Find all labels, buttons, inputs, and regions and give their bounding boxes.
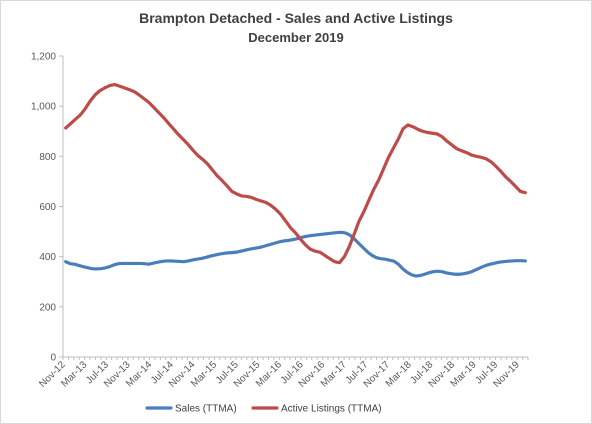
y-tick-label: 800	[39, 152, 56, 163]
y-tick-label: 600	[39, 202, 56, 213]
legend-label-0: Sales (TTMA)	[175, 404, 237, 415]
series-line-0	[64, 230, 527, 278]
x-axis: Nov-12Mar-13Jul-13Nov-13Mar-14Jul-14Nov-…	[37, 356, 529, 390]
y-tick-label: 0	[50, 353, 56, 364]
legend: Sales (TTMA) Active Listings (TTMA)	[145, 404, 382, 415]
series-line-1	[64, 82, 527, 265]
chart-title: Brampton Detached - Sales and Active Lis…	[139, 10, 453, 26]
series-lines	[64, 82, 527, 278]
y-tick-label: 400	[39, 252, 56, 263]
y-axis: 0 200 400 600 800 1,000 1,200	[31, 52, 64, 364]
y-tick-label: 1,200	[31, 52, 56, 63]
chart-subtitle: December 2019	[248, 30, 343, 45]
legend-label-1: Active Listings (TTMA)	[281, 404, 382, 415]
y-tick-label: 200	[39, 302, 56, 313]
y-tick-label: 1,000	[31, 102, 56, 113]
